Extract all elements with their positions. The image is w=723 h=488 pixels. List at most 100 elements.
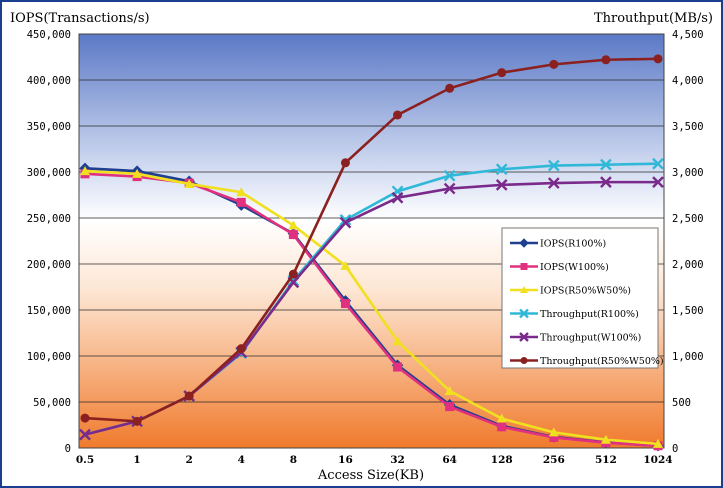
legend-box — [501, 227, 659, 369]
right-tick-label: 1,500 — [672, 305, 704, 317]
right-tick-label: 3,500 — [672, 121, 704, 133]
legend-item: IOPS(R100%) — [510, 238, 606, 250]
plot-border — [78, 33, 665, 449]
data-point — [652, 157, 664, 170]
data-point — [600, 176, 612, 188]
legend-marker — [520, 263, 528, 270]
x-tick-label: 2 — [186, 454, 193, 466]
data-point — [79, 428, 91, 441]
x-tick-label: 4 — [238, 454, 245, 466]
left-tick-label: 150,000 — [27, 305, 71, 317]
x-tick-label: 0.5 — [76, 454, 94, 466]
right-tick-labels: 0 500 1,000 1,500 2,000 2,500 3,000 3,500 4,000 4… — [672, 29, 704, 455]
data-point — [445, 83, 455, 93]
left-tick-label: 450,000 — [27, 29, 71, 41]
data-point — [132, 416, 142, 426]
data-point — [495, 179, 508, 191]
legend-item: Throughput(R100%) — [510, 308, 639, 320]
data-point — [288, 230, 298, 240]
legend-marker — [519, 332, 529, 342]
data-point — [443, 182, 456, 195]
x-tick-label: 512 — [595, 454, 617, 466]
data-point — [497, 422, 507, 432]
series-iops-r50-w50 — [80, 166, 663, 448]
legend-item: Throughput(W100%) — [510, 332, 641, 344]
right-tick-label: 2,000 — [672, 259, 704, 271]
data-point — [184, 178, 195, 188]
data-point — [340, 158, 350, 168]
series-throughput-r50-w50 — [80, 54, 663, 426]
x-tick-label: 8 — [290, 454, 297, 466]
right-tick-label: 1,000 — [672, 351, 704, 363]
series-line — [84, 57, 659, 423]
legend: IOPS(R100%) IOPS(W100%) IOPS(R50%W50%) Thro… — [501, 227, 664, 369]
legend-item: IOPS(R50%W50%) — [510, 286, 631, 297]
left-tick-label: 50,000 — [33, 397, 71, 409]
data-point — [393, 110, 403, 120]
x-tick-label: 1024 — [643, 454, 672, 466]
x-tick-label: 1 — [133, 454, 140, 466]
data-point — [288, 220, 299, 230]
data-point — [600, 158, 612, 171]
left-tick-label: 100,000 — [27, 351, 71, 363]
x-tick-label: 128 — [491, 454, 513, 466]
legend-item: Throughput(R50%W50%) — [510, 356, 664, 367]
legend-label: Throughput(W100%) — [540, 333, 641, 344]
legend-marker — [520, 357, 528, 364]
data-point — [652, 176, 664, 188]
x-tick-label: 32 — [390, 454, 405, 466]
legend-label: Throughput(R100%) — [540, 309, 639, 320]
right-tick-label: 0 — [672, 443, 678, 455]
data-point — [288, 269, 298, 279]
left-axis-title: IOPS(Transactions/s) — [10, 11, 150, 26]
data-point — [444, 385, 455, 395]
left-tick-labels: 0 50,000 100,000 150,000 200,000 250,000 300,0… — [27, 29, 71, 455]
data-point — [340, 299, 350, 309]
data-point — [236, 187, 247, 197]
x-tick-label: 64 — [442, 454, 457, 466]
data-point — [600, 434, 611, 444]
data-point — [339, 216, 352, 229]
data-point — [184, 391, 194, 401]
data-point — [339, 213, 352, 226]
data-point — [549, 432, 559, 442]
legend-marker — [520, 286, 528, 293]
x-tick-label: 256 — [543, 454, 565, 466]
right-tick-label: 4,500 — [672, 29, 704, 41]
legend-marker — [519, 308, 529, 319]
data-point — [495, 163, 508, 176]
legend-label: Throughput(R50%W50%) — [540, 356, 664, 367]
data-point — [443, 169, 456, 182]
data-point — [392, 336, 403, 346]
data-point — [80, 166, 90, 176]
data-point — [549, 59, 559, 69]
data-point — [236, 197, 246, 207]
data-point — [497, 68, 507, 78]
data-point — [547, 159, 560, 172]
data-point — [340, 260, 351, 270]
data-point — [391, 191, 404, 204]
left-tick-label: 0 — [65, 443, 71, 455]
data-point — [653, 54, 663, 64]
left-tick-label: 250,000 — [27, 213, 71, 225]
left-tick-label: 400,000 — [27, 75, 71, 87]
legend-label: IOPS(R50%W50%) — [540, 286, 631, 297]
right-tick-label: 2,500 — [672, 213, 704, 225]
x-axis-title: Access Size(KB) — [317, 468, 424, 483]
legend-item: IOPS(W100%) — [510, 262, 609, 273]
x-tick-labels: 0.5 1 2 4 8 16 32 64 128 256 512 1024 — [76, 454, 673, 466]
data-point — [236, 344, 246, 354]
data-point — [132, 168, 143, 178]
left-tick-label: 300,000 — [27, 167, 71, 179]
x-tick-label: 16 — [338, 454, 353, 466]
right-tick-label: 3,000 — [672, 167, 704, 179]
data-point — [393, 362, 403, 372]
right-tick-label: 4,000 — [672, 75, 704, 87]
legend-marker — [519, 238, 529, 248]
left-tick-label: 200,000 — [27, 259, 71, 271]
data-point — [601, 55, 611, 65]
data-point — [80, 413, 90, 423]
data-point — [547, 177, 560, 189]
data-point — [653, 438, 663, 448]
left-tick-label: 350,000 — [27, 121, 71, 133]
